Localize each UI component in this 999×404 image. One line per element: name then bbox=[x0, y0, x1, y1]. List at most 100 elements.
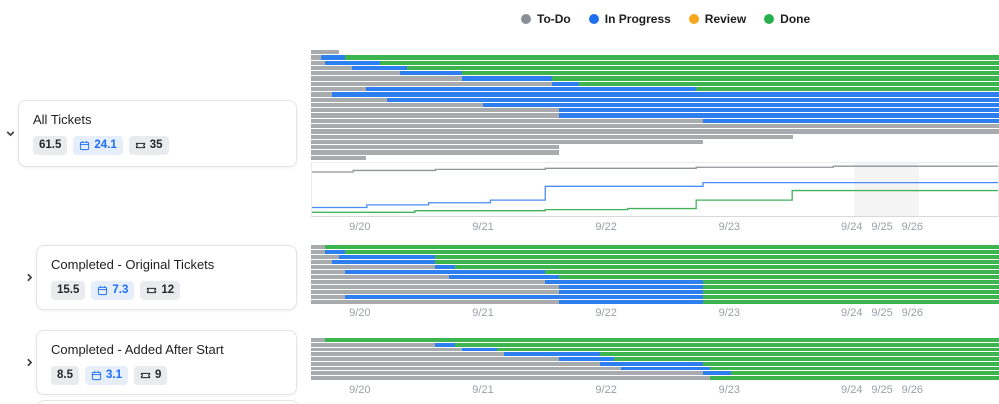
panel-title: Completed - Original Tickets bbox=[51, 257, 215, 272]
axis-tick-label: 9/26 bbox=[901, 384, 924, 396]
chevron-down-icon[interactable] bbox=[3, 127, 17, 141]
axis-tick-label: 9/21 bbox=[472, 307, 494, 319]
legend-item-review[interactable]: Review bbox=[688, 12, 747, 26]
legend-item-todo[interactable]: To-Do bbox=[521, 12, 571, 26]
gantt-segment-inprogress bbox=[483, 102, 999, 108]
gantt-segment-todo bbox=[311, 357, 559, 361]
gantt-row bbox=[311, 366, 999, 371]
axis-tick-label: 9/22 bbox=[595, 384, 617, 396]
gantt-segment-done bbox=[613, 357, 999, 361]
gantt-row bbox=[311, 371, 999, 376]
gantt-segment-todo bbox=[311, 60, 325, 65]
gantt-row bbox=[311, 361, 999, 366]
days-badge: 24.1 bbox=[73, 136, 123, 155]
burnup-line-total-scope bbox=[312, 166, 998, 172]
gantt-row bbox=[311, 270, 999, 274]
gantt-row bbox=[311, 86, 999, 92]
date-axis: 9/20 9/21 9/22 9/23 9/24 9/25 9/26 bbox=[311, 221, 999, 235]
points-badge: 61.5 bbox=[33, 136, 68, 155]
gantt-segment-todo bbox=[311, 280, 545, 284]
gantt-segment-todo bbox=[311, 108, 559, 113]
gantt-segment-inprogress bbox=[544, 280, 704, 284]
gantt-segment-done bbox=[710, 376, 999, 381]
chevron-right-icon[interactable] bbox=[22, 356, 36, 370]
gantt-segment-todo bbox=[311, 255, 339, 259]
gantt-segment-todo bbox=[311, 97, 387, 102]
axis-tick-label: 9/26 bbox=[901, 307, 924, 319]
gantt-segment-todo bbox=[311, 71, 401, 76]
gantt-segment-inprogress bbox=[599, 361, 704, 366]
gantt-segment-todo bbox=[311, 150, 559, 155]
axis-tick-label: 9/22 bbox=[595, 221, 617, 233]
all-tickets-burnup-chart bbox=[311, 162, 999, 217]
gantt-segment-inprogress bbox=[434, 265, 456, 269]
gantt-row bbox=[311, 347, 999, 352]
gantt-segment-todo bbox=[311, 352, 504, 357]
gantt-segment-todo bbox=[311, 139, 704, 145]
gantt-segment-done bbox=[379, 60, 999, 65]
gantt-row bbox=[311, 65, 999, 71]
gantt-segment-inprogress bbox=[321, 55, 346, 60]
panel-next-partial[interactable] bbox=[36, 400, 299, 404]
gantt-segment-todo bbox=[311, 371, 704, 376]
gantt-segment-done bbox=[703, 285, 999, 289]
completed-added-after-start-gantt-chart bbox=[311, 338, 999, 381]
panel-all-tickets[interactable]: All Tickets 61.5 24.1 35 bbox=[18, 100, 297, 167]
legend-label-review: Review bbox=[704, 12, 747, 26]
date-axis: 9/20 9/21 9/22 9/23 9/24 9/25 9/26 bbox=[311, 384, 999, 398]
gantt-segment-todo bbox=[311, 295, 346, 299]
gantt-segment-inprogress bbox=[434, 342, 456, 347]
gantt-segment-done bbox=[324, 338, 999, 342]
gantt-row bbox=[311, 129, 999, 134]
gantt-segment-done bbox=[558, 275, 999, 279]
gantt-segment-done bbox=[324, 245, 999, 249]
gantt-row bbox=[311, 338, 999, 342]
ticket-icon bbox=[146, 285, 157, 296]
gantt-row bbox=[311, 150, 999, 155]
gantt-row bbox=[311, 275, 999, 279]
legend-label-todo: To-Do bbox=[537, 12, 571, 26]
gantt-row bbox=[311, 139, 999, 145]
gantt-segment-done bbox=[462, 71, 999, 76]
gantt-segment-done bbox=[703, 300, 999, 304]
points-badge: 15.5 bbox=[51, 281, 86, 300]
burnup-lines bbox=[312, 163, 998, 216]
gantt-row bbox=[311, 285, 999, 289]
gantt-segment-inprogress bbox=[345, 295, 704, 299]
gantt-segment-todo bbox=[311, 134, 793, 139]
calendar-icon bbox=[79, 140, 90, 151]
points-badge: 8.5 bbox=[51, 366, 79, 385]
tickets-badge: 12 bbox=[140, 281, 181, 300]
gantt-row bbox=[311, 50, 999, 55]
done-dot-icon bbox=[764, 14, 775, 24]
date-axis: 9/20 9/21 9/22 9/23 9/24 9/25 9/26 bbox=[311, 307, 999, 321]
gantt-segment-inprogress bbox=[703, 371, 731, 376]
legend-item-in-progress[interactable]: In Progress bbox=[588, 12, 671, 26]
gantt-row bbox=[311, 113, 999, 118]
panel-completed-original[interactable]: Completed - Original Tickets 15.5 7.3 12 bbox=[36, 245, 297, 310]
gantt-row bbox=[311, 250, 999, 254]
legend-item-done[interactable]: Done bbox=[764, 12, 810, 26]
panel-completed-added-after-start[interactable]: Completed - Added After Start 8.5 3.1 9 bbox=[36, 330, 297, 395]
gantt-segment-todo bbox=[311, 290, 559, 294]
gantt-segment-inprogress bbox=[386, 97, 999, 102]
gantt-segment-done bbox=[434, 260, 999, 264]
axis-tick-label: 9/21 bbox=[472, 221, 494, 233]
gantt-row bbox=[311, 255, 999, 259]
gantt-segment-done bbox=[345, 250, 999, 254]
burnup-line-done bbox=[312, 191, 998, 213]
gantt-segment-done bbox=[599, 352, 999, 357]
axis-tick-label: 9/21 bbox=[472, 384, 494, 396]
gantt-row bbox=[311, 280, 999, 284]
gantt-segment-inprogress bbox=[352, 65, 408, 71]
gantt-segment-inprogress bbox=[324, 250, 346, 254]
burnup-line-in-progress bbox=[312, 183, 998, 208]
gantt-segment-inprogress bbox=[620, 366, 711, 371]
stats-row: 61.5 24.1 35 bbox=[33, 136, 282, 155]
gantt-segment-todo bbox=[311, 275, 449, 279]
stats-row: 8.5 3.1 9 bbox=[51, 366, 282, 385]
gantt-row bbox=[311, 295, 999, 299]
gantt-segment-todo bbox=[311, 245, 325, 249]
chevron-right-icon[interactable] bbox=[22, 271, 36, 285]
